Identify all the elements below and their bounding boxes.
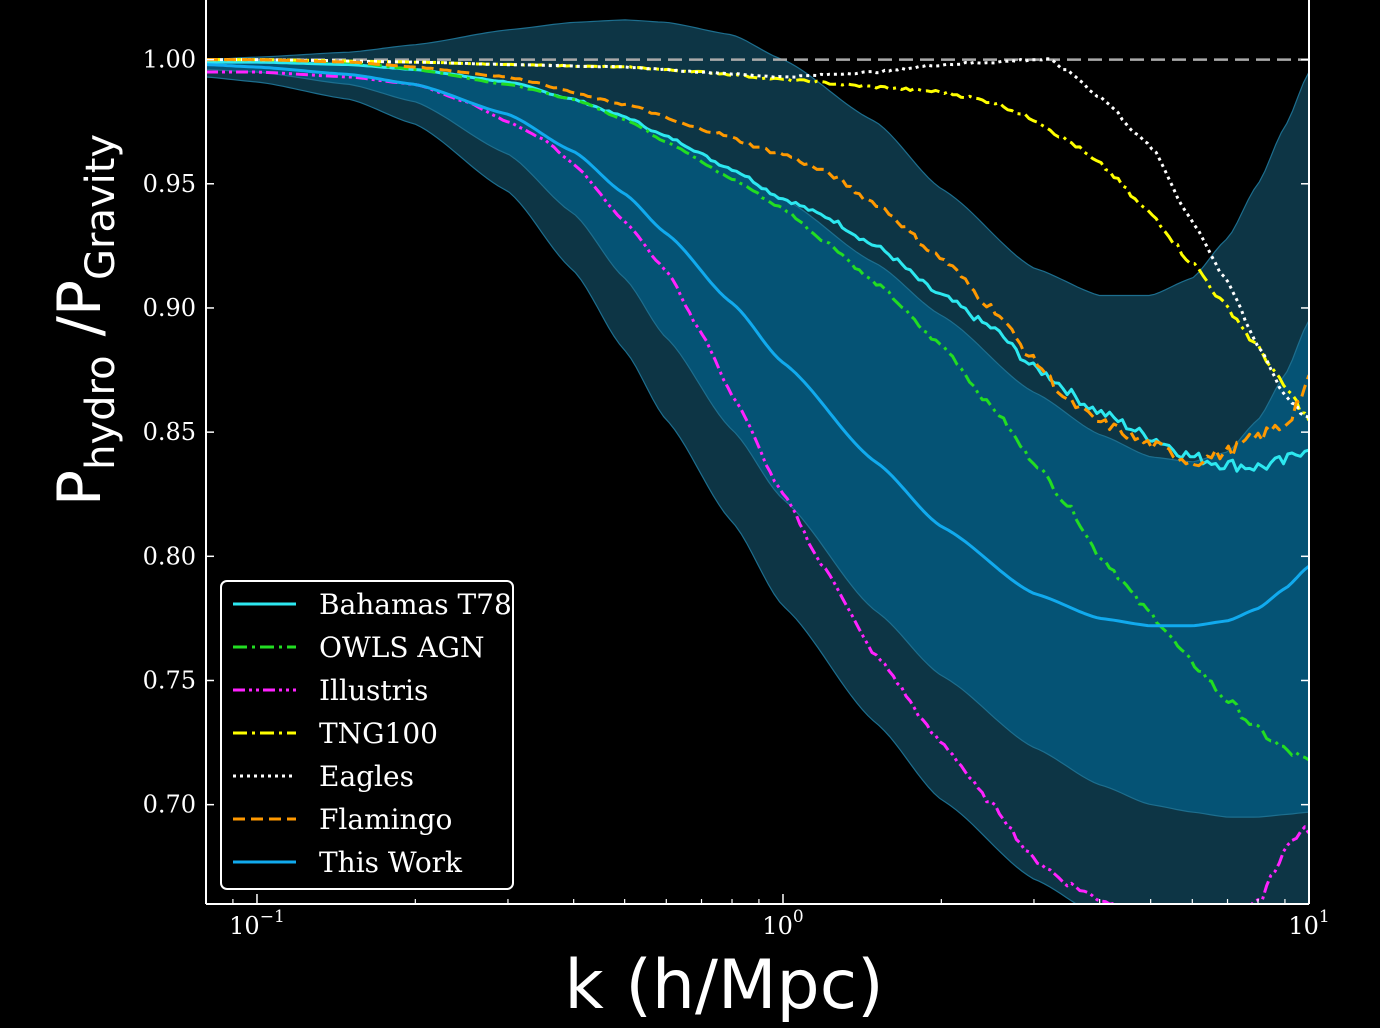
y-axis-label-sep: /P — [45, 280, 115, 355]
series-flamingo — [206, 58, 1309, 468]
x-axis-label: k (h/Mpc) — [564, 946, 883, 1025]
legend-label-bahamas-t78: Bahamas T78 — [319, 588, 512, 621]
legend: Bahamas T78 OWLS AGN Illustris TNG100 Eagles… — [220, 580, 514, 890]
x-tick-label: 100 — [762, 907, 803, 940]
y-tick-label: 0.90 — [143, 294, 196, 322]
y-tick-label: 0.70 — [143, 791, 196, 819]
series-this-work — [206, 63, 1309, 628]
y-tick-label: 0.95 — [143, 170, 196, 198]
y-axis-label: Phydro /PGravity — [45, 134, 124, 506]
y-axis-label-sub1: hydro — [78, 355, 124, 469]
series-eagles — [206, 57, 1309, 419]
x-tick-label: 101 — [1288, 907, 1329, 940]
x-tick-label: 10−1 — [229, 907, 285, 940]
y-tick-label: 0.85 — [143, 418, 196, 446]
legend-label-illustris: Illustris — [319, 674, 428, 707]
legend-label-tng100: TNG100 — [319, 717, 438, 750]
legend-label-eagles: Eagles — [319, 760, 414, 793]
y-tick-label: 0.80 — [143, 542, 196, 570]
y-axis-label-sub2: Gravity — [78, 134, 124, 280]
series-owls-agn — [206, 58, 1309, 762]
series-layer — [206, 57, 1309, 904]
legend-label-flamingo: Flamingo — [319, 803, 452, 836]
axes — [205, 0, 1310, 905]
legend-box — [220, 580, 514, 890]
legend-label-this-work: This Work — [319, 846, 463, 879]
y-axis-label-main: P — [45, 470, 115, 506]
y-tick-label: 1.00 — [143, 46, 196, 74]
ticks: 0.70 0.75 0.80 0.85 0.90 0.95 1.00 10−1 100 101 — [143, 46, 1330, 940]
y-tick-label: 0.75 — [143, 666, 196, 694]
legend-label-owls-agn: OWLS AGN — [319, 631, 485, 664]
series-bahamas-t78 — [206, 60, 1309, 473]
